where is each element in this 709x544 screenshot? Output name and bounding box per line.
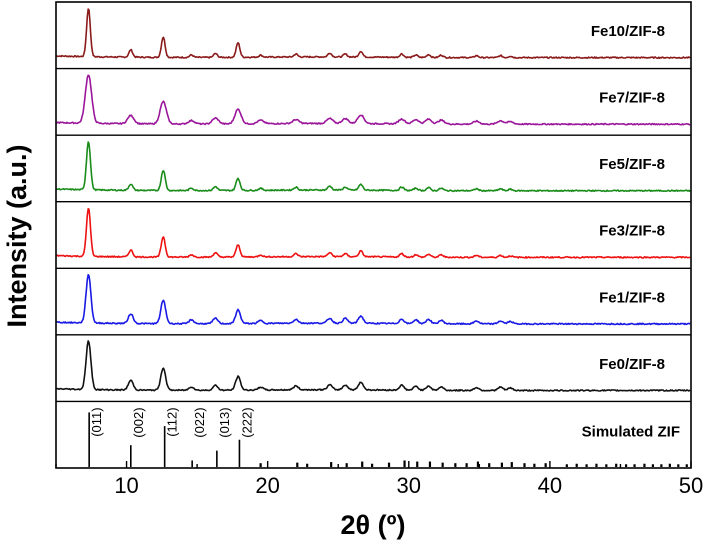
series-label: Fe0/ZIF-8 xyxy=(599,356,665,373)
hkl-label: (011) xyxy=(89,407,104,436)
xrd-trace xyxy=(55,74,691,126)
hkl-label: (013) xyxy=(217,407,232,437)
x-tick-label: 20 xyxy=(255,473,279,498)
xrd-trace xyxy=(55,340,691,392)
xrd-trace xyxy=(55,141,691,193)
hkl-label: (112) xyxy=(165,407,180,436)
x-tick-label: 50 xyxy=(679,473,703,498)
hkl-label: (002) xyxy=(131,407,146,437)
hkl-label: (022) xyxy=(192,407,207,437)
hkl-label: (222) xyxy=(239,407,254,437)
panels-group: Fe10/ZIF-8 Fe7/ZIF-8 Fe5/ZIF-8 Fe3/ZIF-8 Fe1… xyxy=(55,8,691,467)
series-label: Fe7/ZIF-8 xyxy=(599,90,665,107)
series-label: Fe5/ZIF-8 xyxy=(599,156,665,173)
series-label: Simulated ZIF xyxy=(582,423,680,440)
series-label: Fe3/ZIF-8 xyxy=(599,223,665,240)
y-axis-title: Intensity (a.u.) xyxy=(2,144,32,327)
x-tick-label: 10 xyxy=(114,473,138,498)
xrd-trace xyxy=(55,274,691,326)
xrd-trace xyxy=(55,208,691,259)
series-label: Fe1/ZIF-8 xyxy=(599,289,665,306)
x-ticks-group: 10 20 30 40 50 xyxy=(55,461,703,498)
xrd-trace xyxy=(56,8,691,59)
x-axis-title: 2θ (º) xyxy=(341,510,406,540)
x-tick-label: 30 xyxy=(397,473,421,498)
x-tick-label: 40 xyxy=(538,473,562,498)
series-label: Fe10/ZIF-8 xyxy=(591,23,665,40)
plot-frame xyxy=(55,1,692,469)
